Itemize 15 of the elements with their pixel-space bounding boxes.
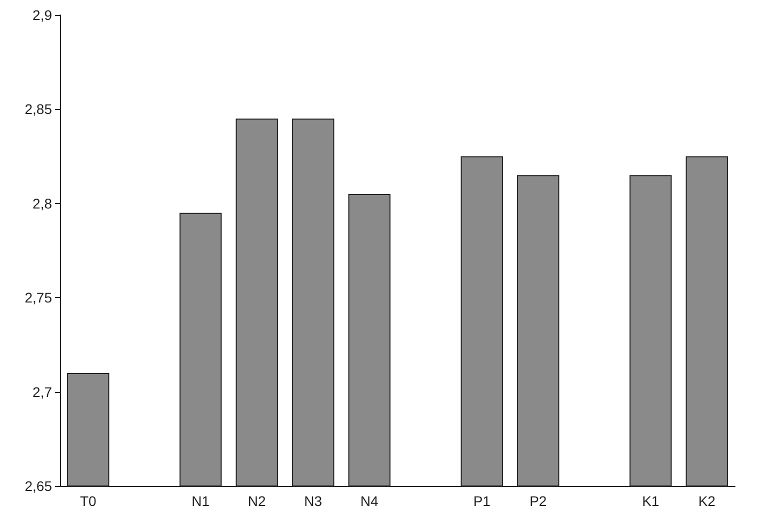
x-tick-label: P2 [530, 493, 547, 509]
y-tick-label: 2,75 [24, 290, 52, 306]
x-tick-label: T0 [80, 493, 97, 509]
y-tick-label: 2,7 [32, 384, 52, 400]
x-tick-label: N3 [304, 493, 322, 509]
y-tick-label: 2,8 [32, 195, 52, 212]
x-tick-label: K2 [698, 493, 716, 509]
y-tick-label: 2,65 [24, 478, 52, 494]
x-tick-label: N2 [248, 493, 266, 509]
x-tick-label: N1 [192, 493, 210, 509]
x-tick-label: P1 [473, 493, 491, 509]
x-tick-label: K1 [642, 493, 660, 509]
y-tick-label: 2,9 [32, 7, 52, 23]
x-tick-label: N4 [360, 493, 379, 509]
y-tick-label: 2,85 [24, 101, 52, 118]
